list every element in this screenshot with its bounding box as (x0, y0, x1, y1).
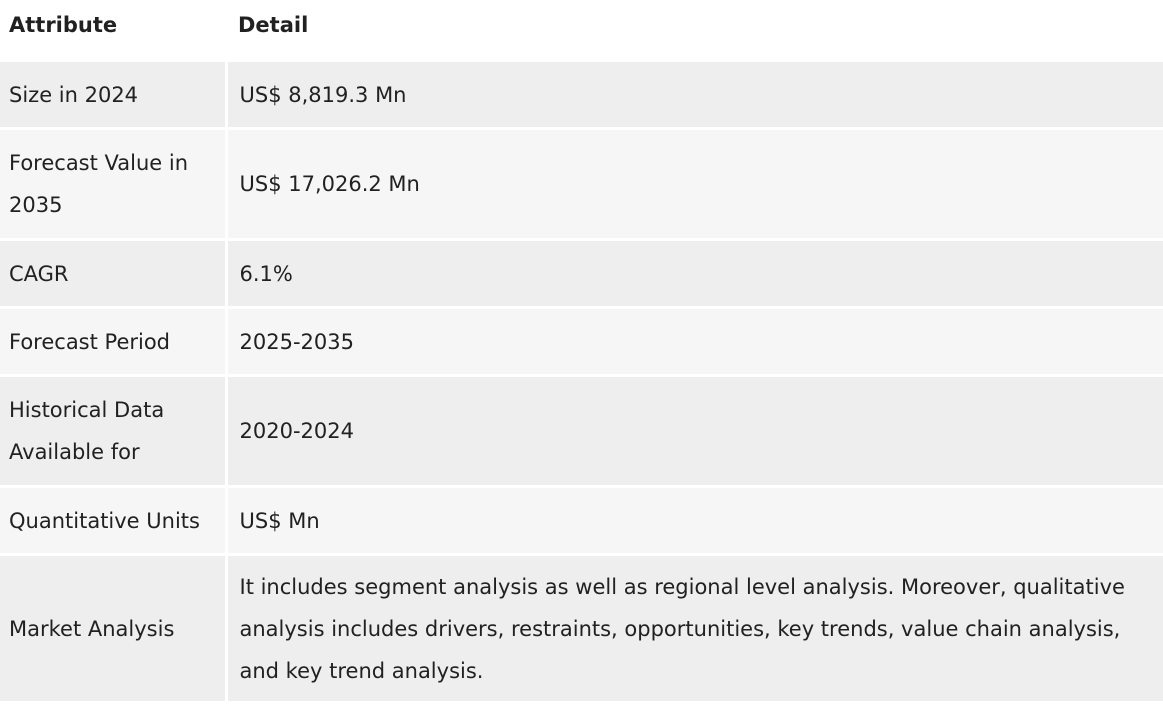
detail-cell: It includes segment analysis as well as … (226, 554, 1163, 703)
header-attribute: Attribute (0, 0, 226, 62)
table-row: Forecast Value in 2035 US$ 17,026.2 Mn (0, 128, 1163, 240)
attribute-cell: Quantitative Units (0, 486, 228, 555)
detail-cell: US$ Mn (226, 486, 1163, 555)
attribute-cell: CAGR (0, 239, 228, 308)
table-row: Historical Data Available for 2020-2024 (0, 375, 1163, 487)
attribute-cell: Size in 2024 (0, 58, 228, 129)
attribute-cell: Historical Data Available for (0, 375, 228, 487)
table-row: Market Analysis It includes segment anal… (0, 554, 1163, 703)
detail-cell: 2025-2035 (226, 307, 1163, 376)
table-row: Size in 2024 US$ 8,819.3 Mn (0, 58, 1163, 129)
header-detail: Detail (226, 0, 1163, 62)
detail-cell: 6.1% (226, 239, 1163, 308)
attribute-cell: Forecast Value in 2035 (0, 128, 228, 240)
attribute-cell: Forecast Period (0, 307, 228, 376)
table-header-row: Attribute Detail (0, 0, 1163, 62)
table-row: CAGR 6.1% (0, 239, 1163, 308)
table-row: Quantitative Units US$ Mn (0, 486, 1163, 555)
attribute-cell: Market Analysis (0, 554, 228, 703)
detail-cell: 2020-2024 (226, 375, 1163, 487)
detail-cell: US$ 17,026.2 Mn (226, 128, 1163, 240)
detail-cell: US$ 8,819.3 Mn (226, 58, 1163, 129)
table-row: Forecast Period 2025-2035 (0, 307, 1163, 376)
